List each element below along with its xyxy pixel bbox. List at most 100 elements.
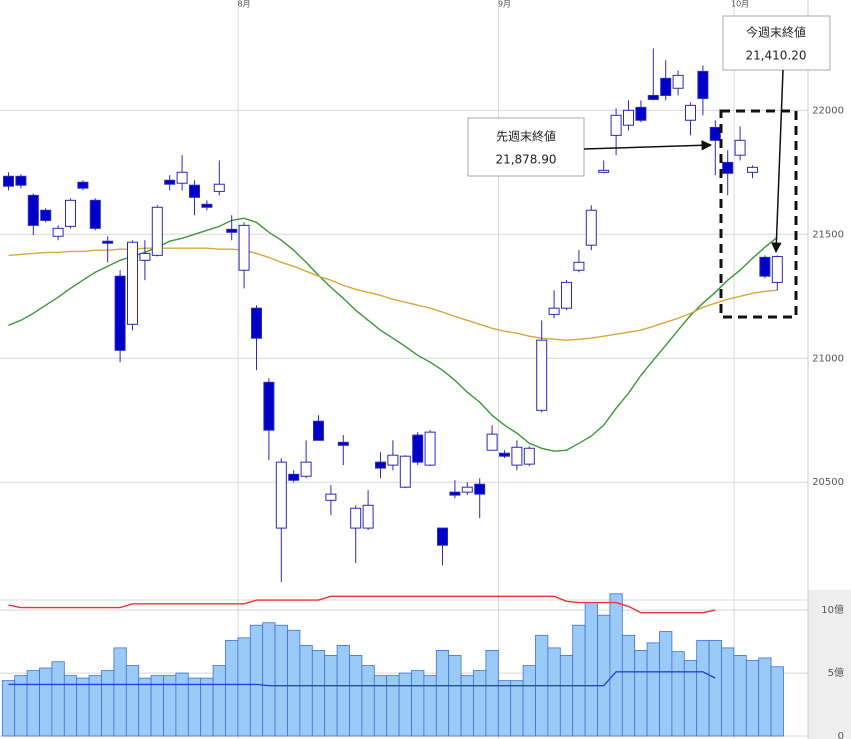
candle-body	[598, 169, 610, 173]
candle-body	[263, 381, 275, 431]
volume-bar	[249, 624, 264, 737]
candle-body	[251, 307, 262, 339]
x-tick-label: 8月	[238, 0, 251, 9]
line-series	[8, 671, 716, 687]
volume-bar	[609, 593, 623, 737]
volume-bar	[597, 614, 611, 737]
volume-bar	[634, 650, 648, 737]
candle-body	[511, 446, 523, 466]
candle-body	[387, 454, 399, 466]
candle-body	[424, 431, 436, 466]
y-tick-label: 22000	[812, 105, 844, 116]
annotation-box	[722, 15, 831, 71]
candle-body	[449, 491, 461, 496]
candle-body	[238, 224, 250, 271]
x-tick-label: 10月	[731, 0, 749, 9]
annotation-label: 21,410.20	[745, 49, 806, 63]
volume-bar	[584, 602, 598, 737]
candle-body	[189, 184, 200, 198]
candle-body	[350, 507, 362, 529]
x-tick-label: 9月	[498, 0, 511, 9]
annotation-arrow	[583, 140, 713, 151]
volume-bar	[101, 670, 115, 737]
volume-bar	[770, 666, 784, 737]
marks	[1, 48, 784, 737]
volume-bar	[708, 639, 722, 737]
candle-body	[709, 126, 721, 141]
candle-body	[127, 241, 138, 325]
volume-bar	[671, 651, 685, 737]
candle-body	[685, 104, 696, 121]
candle-body	[461, 486, 473, 493]
candle-body	[151, 206, 163, 256]
y-tick-label: 20500	[812, 477, 844, 488]
candle-body	[623, 109, 634, 126]
volume-bar	[411, 670, 425, 737]
candle-body	[759, 256, 771, 277]
volume-bar	[299, 644, 313, 737]
volume-bar	[758, 657, 772, 737]
volume-bar	[51, 661, 65, 737]
volume-bar	[460, 675, 474, 737]
volume-bar	[113, 647, 127, 737]
volume-bar	[138, 677, 152, 737]
candle-body	[548, 307, 560, 315]
volume-bar	[1, 680, 16, 737]
candle-body	[176, 171, 188, 184]
candle-body	[375, 461, 386, 469]
candle-body	[213, 183, 225, 192]
candle-body	[52, 227, 64, 237]
candle-body	[226, 228, 238, 233]
candle-body	[412, 434, 424, 463]
candle-body	[672, 74, 684, 89]
candle-body	[300, 461, 312, 477]
candle-body	[523, 447, 535, 465]
annotation-label: 21,878.90	[495, 153, 556, 167]
candle-body	[499, 452, 510, 457]
volume-bar	[448, 655, 462, 737]
candle-body	[722, 161, 734, 174]
volume-bar	[559, 655, 574, 737]
volume-bar	[287, 629, 301, 737]
annotation: 今週末終値 21,410.20	[722, 15, 831, 254]
candle-body	[399, 455, 411, 488]
y-tick-label: 5億	[828, 666, 844, 679]
volume-bar	[361, 665, 375, 737]
volume-bar	[349, 655, 363, 737]
candle-body	[647, 94, 659, 100]
volume-bar	[175, 672, 189, 737]
volume-bar	[39, 667, 53, 737]
volume-bar	[522, 665, 536, 737]
volume-bar	[187, 677, 202, 737]
volume-bar	[435, 650, 450, 737]
candle-body	[561, 281, 572, 309]
candle-body	[747, 166, 758, 173]
volume-bar	[733, 655, 747, 737]
y-tick-label: 0	[838, 731, 844, 739]
volume-bar	[324, 655, 338, 737]
candle-body	[164, 179, 176, 185]
volume-bar	[262, 622, 276, 737]
volume-bar	[76, 677, 90, 737]
volume-bar	[125, 665, 140, 737]
candle-body	[3, 175, 14, 187]
volume-bar	[497, 680, 512, 737]
volume-bar	[547, 647, 561, 737]
candle-body	[660, 77, 672, 96]
volume-bar	[398, 672, 412, 737]
candle-body	[697, 70, 709, 99]
candle-body	[65, 199, 76, 227]
annotation: 先週末終値 21,878.90	[467, 117, 713, 177]
y-tick-label: 10億	[821, 603, 844, 616]
candle-body	[585, 209, 597, 246]
volume-bar	[510, 680, 524, 737]
volume-bar	[237, 637, 251, 737]
annotation-box	[467, 117, 585, 177]
candle-body	[114, 275, 126, 351]
candle-body	[610, 114, 622, 136]
volume-bar	[745, 660, 760, 737]
volume-bar	[659, 631, 673, 737]
volume-bar	[473, 670, 487, 737]
y-tick-label: 21500	[812, 229, 844, 240]
volume-bar	[572, 624, 586, 737]
